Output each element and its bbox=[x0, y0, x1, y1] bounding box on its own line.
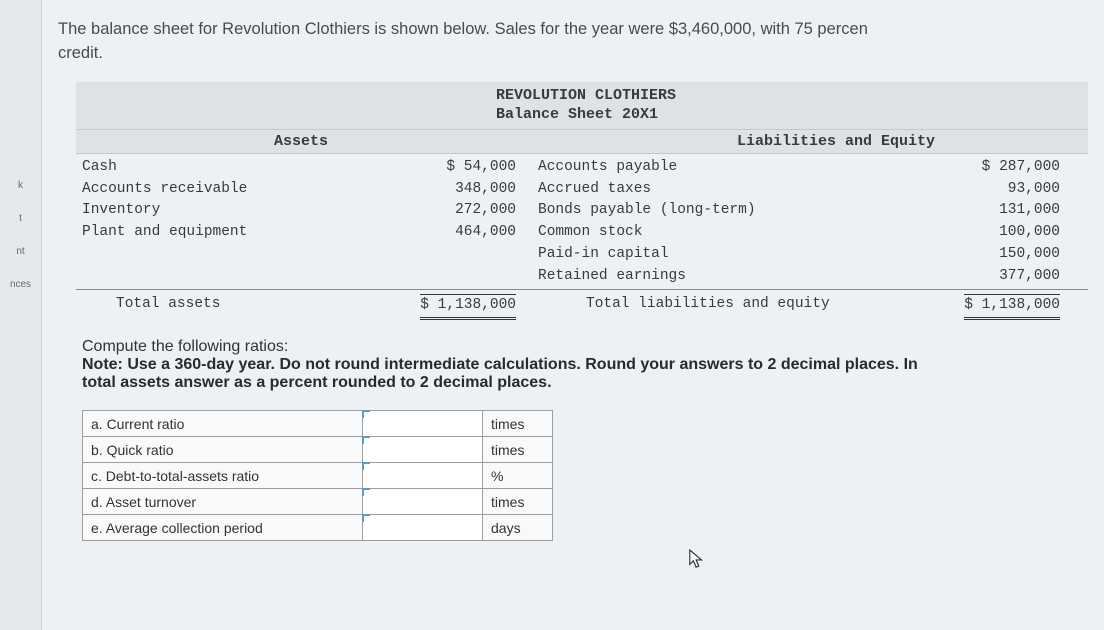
instruction-line: total assets answer as a percent rounded… bbox=[82, 374, 552, 391]
nav-fragment: t bbox=[19, 213, 22, 224]
liability-label: Common stock bbox=[526, 222, 896, 244]
balance-sheet: REVOLUTION CLOTHIERS Balance Sheet 20X1 … bbox=[76, 82, 1088, 320]
balance-sheet-row: Inventory272,000Bonds payable (long-term… bbox=[76, 200, 1088, 222]
ratio-row: b. Quick ratio times bbox=[83, 437, 553, 463]
liability-value: 100,000 bbox=[896, 222, 1076, 244]
liability-label: Retained earnings bbox=[526, 266, 896, 288]
balance-sheet-row: Paid-in capital150,000 bbox=[76, 244, 1088, 266]
ratio-input[interactable] bbox=[363, 463, 483, 489]
ratio-label: c. Debt-to-total-assets ratio bbox=[83, 463, 363, 489]
ratio-label: d. Asset turnover bbox=[83, 489, 363, 515]
total-assets-value: $ 1,138,000 bbox=[420, 294, 516, 320]
asset-label bbox=[76, 266, 396, 288]
balance-sheet-row: Cash$ 54,000Accounts payable$ 287,000 bbox=[76, 157, 1088, 179]
balance-sheet-row: Accounts receivable348,000Accrued taxes9… bbox=[76, 179, 1088, 201]
asset-value: 348,000 bbox=[396, 179, 526, 201]
total-liab-label: Total liabilities and equity bbox=[526, 294, 896, 320]
liability-label: Paid-in capital bbox=[526, 244, 896, 266]
balance-sheet-body: Cash$ 54,000Accounts payable$ 287,000Acc… bbox=[76, 154, 1088, 320]
total-assets-label: Total assets bbox=[76, 294, 396, 320]
asset-label: Cash bbox=[76, 157, 396, 179]
problem-statement: The balance sheet for Revolution Clothie… bbox=[58, 18, 1104, 66]
nav-fragment: k bbox=[18, 180, 23, 191]
balance-sheet-title-block: REVOLUTION CLOTHIERS Balance Sheet 20X1 bbox=[76, 82, 1088, 130]
asset-label bbox=[76, 244, 396, 266]
liability-label: Accrued taxes bbox=[526, 179, 896, 201]
main-content: The balance sheet for Revolution Clothie… bbox=[42, 0, 1104, 630]
balance-sheet-row: Plant and equipment464,000Common stock10… bbox=[76, 222, 1088, 244]
ratio-row: e. Average collection period days bbox=[83, 515, 553, 541]
ratio-row: c. Debt-to-total-assets ratio% bbox=[83, 463, 553, 489]
ratio-unit: times bbox=[483, 437, 553, 463]
company-name: REVOLUTION CLOTHIERS bbox=[496, 86, 1088, 106]
asset-value: 464,000 bbox=[396, 222, 526, 244]
balance-sheet-row: Retained earnings377,000 bbox=[76, 266, 1088, 288]
ratio-unit: % bbox=[483, 463, 553, 489]
liability-label: Accounts payable bbox=[526, 157, 896, 179]
instruction-line: Compute the following ratios: bbox=[82, 338, 1104, 356]
balance-sheet-column-headers: Assets Liabilities and Equity bbox=[76, 130, 1088, 154]
asset-label: Inventory bbox=[76, 200, 396, 222]
ratio-unit: days bbox=[483, 515, 553, 541]
ratio-unit: times bbox=[483, 489, 553, 515]
ratio-label: a. Current ratio bbox=[83, 411, 363, 437]
ratio-row: d. Asset turnover times bbox=[83, 489, 553, 515]
asset-value bbox=[396, 266, 526, 288]
liability-label: Bonds payable (long-term) bbox=[526, 200, 896, 222]
ratio-input[interactable] bbox=[363, 411, 483, 437]
liability-value: 131,000 bbox=[896, 200, 1076, 222]
liabilities-header: Liabilities and Equity bbox=[526, 133, 1086, 150]
asset-value: $ 54,000 bbox=[396, 157, 526, 179]
ratio-unit: times bbox=[483, 411, 553, 437]
totals-row: Total assets $ 1,138,000 Total liabiliti… bbox=[76, 289, 1088, 320]
ratio-label: e. Average collection period bbox=[83, 515, 363, 541]
instruction-line: Note: Use a 360-day year. Do not round i… bbox=[82, 356, 918, 373]
nav-fragment: nces bbox=[10, 279, 31, 290]
ratio-label: b. Quick ratio bbox=[83, 437, 363, 463]
sheet-subtitle: Balance Sheet 20X1 bbox=[496, 105, 1088, 125]
total-liab-value: $ 1,138,000 bbox=[964, 294, 1060, 320]
asset-value bbox=[396, 244, 526, 266]
ratio-input[interactable] bbox=[363, 437, 483, 463]
ratio-answer-table: a. Current ratio times b. Quick ratio times… bbox=[82, 410, 553, 541]
left-nav-strip: k t nt nces bbox=[0, 0, 42, 630]
liability-value: 150,000 bbox=[896, 244, 1076, 266]
instructions: Compute the following ratios: Note: Use … bbox=[82, 338, 1104, 392]
liability-value: 377,000 bbox=[896, 266, 1076, 288]
asset-label: Plant and equipment bbox=[76, 222, 396, 244]
assets-header: Assets bbox=[76, 133, 526, 150]
liability-value: 93,000 bbox=[896, 179, 1076, 201]
problem-line: credit. bbox=[58, 44, 103, 62]
asset-label: Accounts receivable bbox=[76, 179, 396, 201]
ratio-input[interactable] bbox=[363, 515, 483, 541]
nav-fragment: nt bbox=[16, 246, 24, 257]
liability-value: $ 287,000 bbox=[896, 157, 1076, 179]
ratio-row: a. Current ratio times bbox=[83, 411, 553, 437]
ratio-input[interactable] bbox=[363, 489, 483, 515]
asset-value: 272,000 bbox=[396, 200, 526, 222]
problem-line: The balance sheet for Revolution Clothie… bbox=[58, 20, 868, 38]
